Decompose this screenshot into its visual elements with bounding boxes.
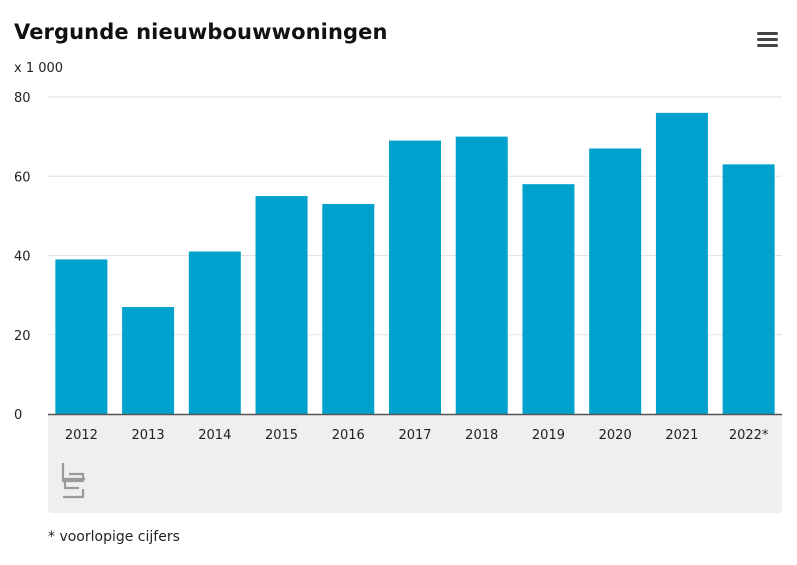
x-tick-label: 2015 [265,428,298,443]
bar[interactable] [322,203,375,414]
x-tick-label: 2021 [665,428,698,443]
x-tick-label: 2012 [65,428,98,443]
y-axis-unit-label: x 1 000 [14,61,64,76]
y-tick-label: 0 [14,408,22,423]
x-tick-label: 2019 [532,428,565,443]
bar[interactable] [655,112,708,414]
bar[interactable] [522,184,575,414]
y-tick-label: 80 [14,91,31,106]
x-tick-label: 2014 [198,428,231,443]
y-tick-label: 60 [14,170,31,185]
bar[interactable] [389,140,441,414]
x-tick-label: 2017 [398,428,431,443]
x-tick-label: 2022* [729,428,769,443]
x-axis-panel [48,415,782,513]
bar[interactable] [455,136,508,414]
y-tick-label: 40 [14,250,31,265]
bar[interactable] [255,196,308,414]
x-tick-label: 2016 [332,428,365,443]
x-tick-label: 2013 [132,428,165,443]
bar[interactable] [722,164,775,414]
y-tick-label: 20 [14,329,31,344]
chart-title: Vergunde nieuwbouwwoningen [14,20,388,44]
x-tick-label: 2020 [599,428,632,443]
x-tick-label: 2018 [465,428,498,443]
cbs-logo-icon [61,463,85,499]
bar[interactable] [55,259,108,414]
footnote: * voorlopige cijfers [48,529,180,545]
bar[interactable] [589,148,642,414]
hamburger-menu-icon[interactable] [756,30,780,50]
bar[interactable] [188,251,241,414]
bar[interactable] [122,307,175,414]
